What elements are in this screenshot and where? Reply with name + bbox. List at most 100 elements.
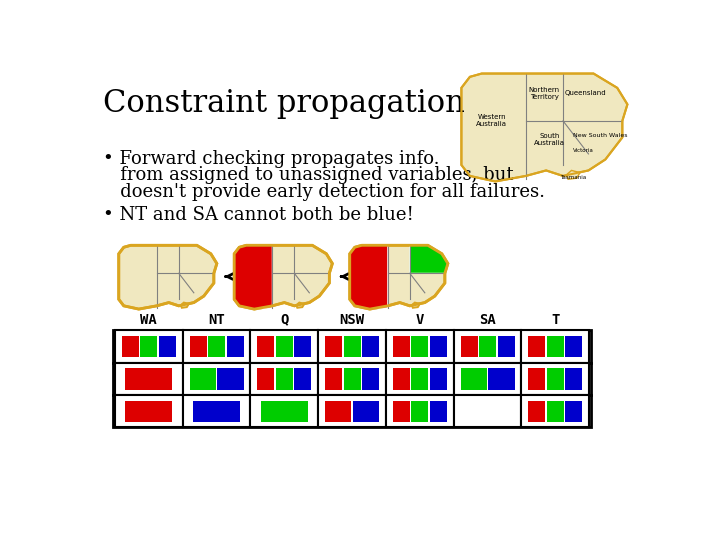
- Bar: [430, 336, 447, 357]
- Bar: [318, 330, 386, 363]
- Bar: [183, 363, 251, 395]
- Text: T: T: [551, 313, 559, 327]
- Bar: [411, 336, 428, 357]
- Bar: [257, 336, 274, 357]
- Bar: [528, 336, 545, 357]
- Polygon shape: [234, 245, 333, 309]
- Bar: [318, 395, 386, 428]
- Polygon shape: [410, 245, 448, 273]
- Bar: [294, 336, 311, 357]
- Text: Tasmania: Tasmania: [560, 174, 586, 180]
- Text: • Forward checking propagates info.: • Forward checking propagates info.: [104, 150, 440, 167]
- Polygon shape: [234, 245, 272, 309]
- Polygon shape: [297, 302, 305, 308]
- Bar: [411, 368, 428, 390]
- Bar: [565, 401, 582, 422]
- Bar: [193, 401, 240, 422]
- Bar: [217, 368, 243, 390]
- Bar: [325, 368, 342, 390]
- Bar: [325, 336, 342, 357]
- Bar: [528, 368, 545, 390]
- Bar: [521, 330, 589, 363]
- Polygon shape: [462, 73, 627, 181]
- Bar: [454, 395, 521, 428]
- Bar: [430, 368, 447, 390]
- Bar: [565, 336, 582, 357]
- Text: NT: NT: [208, 313, 225, 327]
- Bar: [257, 368, 274, 390]
- Bar: [318, 363, 386, 395]
- Bar: [276, 336, 293, 357]
- Bar: [276, 368, 293, 390]
- Text: Western
Australia: Western Australia: [477, 114, 508, 127]
- Bar: [115, 330, 183, 363]
- Text: doesn't provide early detection for all failures.: doesn't provide early detection for all …: [104, 184, 545, 201]
- Bar: [122, 336, 139, 357]
- Bar: [159, 336, 176, 357]
- Bar: [547, 401, 564, 422]
- Bar: [343, 368, 361, 390]
- Bar: [113, 330, 590, 363]
- Bar: [461, 368, 487, 390]
- Bar: [140, 336, 157, 357]
- Bar: [183, 395, 251, 428]
- Bar: [565, 368, 582, 390]
- Bar: [498, 336, 515, 357]
- Bar: [343, 336, 361, 357]
- Bar: [251, 395, 318, 428]
- Text: SA: SA: [480, 313, 496, 327]
- Bar: [189, 368, 216, 390]
- Bar: [547, 336, 564, 357]
- Text: Northern
Territory: Northern Territory: [529, 87, 560, 100]
- Polygon shape: [181, 302, 189, 308]
- Bar: [521, 363, 589, 395]
- Polygon shape: [350, 245, 448, 309]
- Bar: [113, 363, 590, 395]
- Bar: [479, 336, 496, 357]
- Bar: [251, 363, 318, 395]
- Text: NSW: NSW: [340, 313, 364, 327]
- Bar: [261, 401, 308, 422]
- Bar: [325, 401, 351, 422]
- Bar: [208, 336, 225, 357]
- Polygon shape: [350, 245, 388, 309]
- Polygon shape: [119, 245, 217, 309]
- Bar: [393, 401, 410, 422]
- Bar: [362, 368, 379, 390]
- Text: New South Wales: New South Wales: [573, 133, 628, 138]
- Text: Queensland: Queensland: [564, 90, 606, 96]
- Bar: [115, 395, 183, 428]
- Bar: [227, 336, 243, 357]
- Bar: [547, 368, 564, 390]
- Bar: [115, 363, 183, 395]
- Polygon shape: [412, 302, 420, 308]
- Bar: [294, 368, 311, 390]
- Bar: [362, 336, 379, 357]
- Bar: [461, 336, 477, 357]
- Text: WA: WA: [140, 313, 157, 327]
- Bar: [386, 363, 454, 395]
- Bar: [183, 330, 251, 363]
- Bar: [251, 330, 318, 363]
- Bar: [454, 363, 521, 395]
- Bar: [386, 330, 454, 363]
- Text: Q: Q: [280, 313, 289, 327]
- Bar: [411, 401, 428, 422]
- Text: Victoria: Victoria: [573, 148, 594, 153]
- Bar: [393, 336, 410, 357]
- Bar: [189, 336, 207, 357]
- Bar: [430, 401, 447, 422]
- Polygon shape: [567, 171, 580, 179]
- Bar: [125, 401, 173, 422]
- Text: from assigned to unassigned variables, but: from assigned to unassigned variables, b…: [104, 166, 514, 185]
- Text: Constraint propagation: Constraint propagation: [104, 88, 465, 119]
- Bar: [454, 330, 521, 363]
- Bar: [488, 368, 515, 390]
- Bar: [125, 368, 173, 390]
- Bar: [521, 395, 589, 428]
- Bar: [386, 395, 454, 428]
- Text: South
Australia: South Australia: [534, 133, 565, 146]
- Bar: [113, 395, 590, 428]
- Bar: [528, 401, 545, 422]
- Bar: [393, 368, 410, 390]
